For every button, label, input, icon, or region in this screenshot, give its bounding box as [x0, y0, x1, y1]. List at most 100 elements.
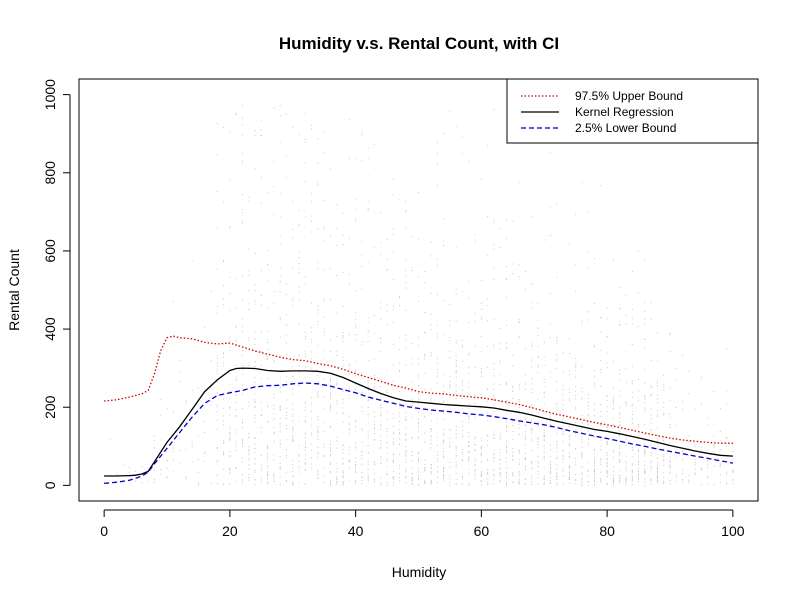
- scatter-point: [311, 367, 313, 369]
- scatter-point: [342, 341, 344, 343]
- scatter-point: [480, 372, 482, 374]
- scatter-point: [267, 473, 269, 475]
- scatter-point: [342, 402, 344, 404]
- scatter-point: [606, 459, 608, 460]
- scatter-point: [468, 468, 470, 470]
- scatter-point: [279, 476, 281, 478]
- scatter-point: [524, 457, 526, 459]
- scatter-point: [594, 457, 595, 459]
- scatter-point: [594, 436, 595, 438]
- scatter-point: [524, 444, 526, 446]
- legend-label: 2.5% Lower Bound: [575, 121, 676, 135]
- scatter-point: [644, 454, 646, 456]
- scatter-point: [682, 450, 684, 452]
- scatter-point: [336, 384, 338, 386]
- scatter-point: [361, 480, 363, 482]
- scatter-point: [631, 365, 633, 367]
- scatter-point: [575, 386, 577, 388]
- scatter-point: [550, 477, 551, 479]
- scatter-point: [267, 378, 269, 379]
- scatter-point: [418, 437, 419, 439]
- scatter-point: [656, 402, 658, 404]
- scatter-point: [455, 390, 457, 392]
- scatter-point: [292, 460, 294, 462]
- scatter-point: [518, 318, 520, 320]
- scatter-point: [298, 482, 300, 484]
- scatter-point: [443, 434, 445, 436]
- scatter-point: [292, 414, 294, 416]
- scatter-point: [380, 424, 382, 426]
- scatter-point: [330, 462, 331, 464]
- scatter-point: [587, 481, 589, 483]
- scatter-point: [575, 464, 577, 466]
- scatter-point: [493, 375, 495, 377]
- scatter-point: [223, 468, 225, 470]
- scatter-point: [594, 311, 595, 313]
- scatter-point: [568, 243, 570, 245]
- scatter-point: [499, 374, 501, 376]
- scatter-point: [487, 483, 489, 485]
- scatter-point: [600, 424, 602, 426]
- scatter-point: [619, 414, 621, 416]
- scatter-point: [179, 449, 181, 451]
- scatter-point: [254, 479, 256, 481]
- scatter-point: [524, 418, 526, 420]
- scatter-point: [248, 479, 250, 481]
- scatter-point: [166, 476, 168, 478]
- scatter-point: [656, 443, 658, 445]
- scatter-point: [392, 251, 394, 253]
- scatter-point: [242, 479, 243, 481]
- scatter-point: [518, 181, 520, 183]
- scatter-point: [462, 382, 463, 384]
- scatter-point: [656, 458, 658, 460]
- scatter-point: [537, 356, 539, 358]
- scatter-point: [493, 469, 495, 471]
- scatter-point: [198, 484, 199, 486]
- scatter-point: [242, 422, 243, 424]
- scatter-point: [550, 468, 551, 470]
- scatter-point: [625, 484, 627, 486]
- scatter-point: [430, 483, 432, 485]
- scatter-point: [286, 457, 287, 459]
- scatter-point: [304, 402, 306, 404]
- scatter-point: [229, 336, 231, 338]
- scatter-point: [688, 393, 690, 395]
- scatter-point: [644, 410, 646, 412]
- scatter-point: [279, 216, 281, 218]
- scatter-point: [273, 442, 275, 444]
- scatter-point: [436, 264, 438, 266]
- scatter-point: [455, 472, 457, 474]
- scatter-point: [185, 422, 187, 424]
- scatter-point: [380, 242, 382, 244]
- scatter-point: [512, 459, 514, 460]
- scatter-point: [355, 311, 357, 313]
- scatter-point: [292, 409, 294, 411]
- scatter-point: [330, 483, 331, 485]
- scatter-point: [367, 360, 369, 361]
- scatter-point: [298, 365, 300, 367]
- scatter-point: [594, 453, 595, 455]
- scatter-point: [506, 421, 507, 423]
- scatter-point: [405, 276, 407, 277]
- scatter-point: [260, 413, 262, 415]
- scatter-point: [204, 452, 206, 454]
- scatter-point: [374, 478, 375, 480]
- scatter-point: [279, 443, 281, 445]
- scatter-point: [298, 251, 300, 253]
- scatter-point: [418, 478, 419, 480]
- scatter-point: [267, 358, 269, 360]
- scatter-point: [575, 365, 577, 367]
- scatter-point: [499, 463, 501, 465]
- scatter-point: [713, 445, 715, 447]
- scatter-point: [669, 334, 671, 336]
- scatter-point: [436, 184, 438, 186]
- scatter-point: [449, 386, 451, 388]
- scatter-point: [550, 206, 551, 208]
- scatter-point: [260, 129, 262, 131]
- scatter-point: [430, 428, 432, 430]
- scatter-point: [537, 327, 539, 329]
- scatter-point: [612, 466, 614, 468]
- scatter-point: [656, 448, 658, 450]
- scatter-point: [430, 439, 432, 441]
